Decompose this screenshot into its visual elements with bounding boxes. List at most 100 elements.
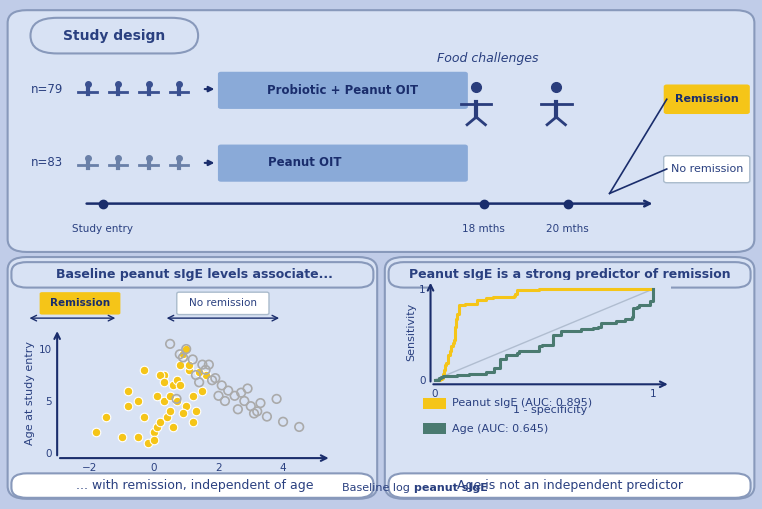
Y-axis label: Age at study entry: Age at study entry xyxy=(25,341,35,445)
Point xyxy=(245,402,257,410)
Point xyxy=(190,371,202,379)
Text: No remission: No remission xyxy=(671,164,743,174)
Point xyxy=(222,386,234,394)
Point xyxy=(138,366,150,374)
FancyBboxPatch shape xyxy=(218,72,468,109)
FancyBboxPatch shape xyxy=(385,257,754,499)
Point xyxy=(148,428,160,436)
Text: Age is not an independent predictor: Age is not an independent predictor xyxy=(457,479,683,492)
Point xyxy=(177,350,189,358)
Point xyxy=(158,378,170,386)
Point xyxy=(239,397,251,405)
Point xyxy=(177,353,189,361)
Text: Remission: Remission xyxy=(50,298,110,308)
Point xyxy=(142,438,154,446)
FancyBboxPatch shape xyxy=(8,257,377,499)
Point xyxy=(138,412,150,420)
FancyBboxPatch shape xyxy=(218,145,468,182)
Point xyxy=(164,407,176,415)
Point xyxy=(197,386,209,394)
Text: Probiotic + Peanut OIT: Probiotic + Peanut OIT xyxy=(267,83,418,97)
Text: Food challenges: Food challenges xyxy=(437,52,539,65)
Point xyxy=(148,436,160,444)
Point xyxy=(255,399,267,407)
Point xyxy=(164,392,176,400)
X-axis label: 1 - specificity: 1 - specificity xyxy=(514,405,588,415)
Point xyxy=(100,412,112,420)
Text: Baseline peanut sIgE levels associate...: Baseline peanut sIgE levels associate... xyxy=(56,268,333,281)
Point xyxy=(206,376,218,384)
Point xyxy=(177,409,189,417)
Point xyxy=(229,392,241,400)
Point xyxy=(184,360,196,369)
Point xyxy=(151,423,163,431)
Point xyxy=(151,392,163,400)
Point xyxy=(277,418,289,426)
Point xyxy=(210,374,222,382)
Point xyxy=(171,397,183,405)
Point xyxy=(155,371,167,379)
Point xyxy=(155,418,167,426)
Bar xyxy=(423,398,446,409)
Point xyxy=(242,384,254,392)
Point xyxy=(116,433,128,441)
Point xyxy=(164,340,176,348)
Point xyxy=(200,366,212,374)
Point xyxy=(171,376,183,384)
Point xyxy=(187,418,199,426)
Text: Remission: Remission xyxy=(675,94,738,104)
Point xyxy=(158,397,170,405)
Point xyxy=(235,388,247,397)
Text: Baseline log: Baseline log xyxy=(342,483,414,493)
Bar xyxy=(423,423,446,434)
Point xyxy=(216,381,228,389)
Point xyxy=(122,386,134,394)
Point xyxy=(248,409,260,417)
Text: 20 mths: 20 mths xyxy=(546,224,589,234)
FancyBboxPatch shape xyxy=(8,10,754,252)
Point xyxy=(161,412,173,420)
Point xyxy=(132,397,144,405)
Point xyxy=(193,378,205,386)
Text: ... with remission, independent of age: ... with remission, independent of age xyxy=(75,479,313,492)
Text: Study entry: Study entry xyxy=(72,224,133,234)
Point xyxy=(213,392,225,400)
Point xyxy=(180,345,192,353)
FancyBboxPatch shape xyxy=(40,292,120,315)
Point xyxy=(184,366,196,374)
Text: peanut sIgE: peanut sIgE xyxy=(414,483,488,493)
FancyBboxPatch shape xyxy=(30,18,198,53)
Point xyxy=(167,423,179,431)
Point xyxy=(122,402,134,410)
Text: Peanut sIgE is a strong predictor of remission: Peanut sIgE is a strong predictor of rem… xyxy=(409,268,731,281)
Point xyxy=(200,371,212,379)
Point xyxy=(271,395,283,403)
Text: Age (AUC: 0.645): Age (AUC: 0.645) xyxy=(452,423,548,434)
Point xyxy=(251,407,264,415)
Text: n=79: n=79 xyxy=(30,82,62,96)
Point xyxy=(203,360,215,369)
Point xyxy=(187,392,199,400)
Point xyxy=(158,371,170,379)
Text: n=83: n=83 xyxy=(30,156,62,169)
Point xyxy=(187,355,199,363)
FancyBboxPatch shape xyxy=(664,156,750,183)
Point xyxy=(132,433,144,441)
Text: Peanut sIgE (AUC: 0.895): Peanut sIgE (AUC: 0.895) xyxy=(452,398,592,408)
FancyBboxPatch shape xyxy=(389,262,751,288)
Y-axis label: Sensitivity: Sensitivity xyxy=(406,303,416,361)
Text: No remission: No remission xyxy=(189,298,258,308)
Text: Study design: Study design xyxy=(63,29,165,43)
Point xyxy=(261,412,273,420)
FancyBboxPatch shape xyxy=(664,84,750,114)
Point xyxy=(180,402,192,410)
Point xyxy=(197,360,209,369)
FancyBboxPatch shape xyxy=(177,292,269,315)
FancyBboxPatch shape xyxy=(389,473,751,498)
Point xyxy=(232,405,244,413)
Point xyxy=(167,381,179,389)
FancyBboxPatch shape xyxy=(11,262,373,288)
Point xyxy=(174,381,186,389)
Point xyxy=(171,395,183,403)
Point xyxy=(293,423,306,431)
